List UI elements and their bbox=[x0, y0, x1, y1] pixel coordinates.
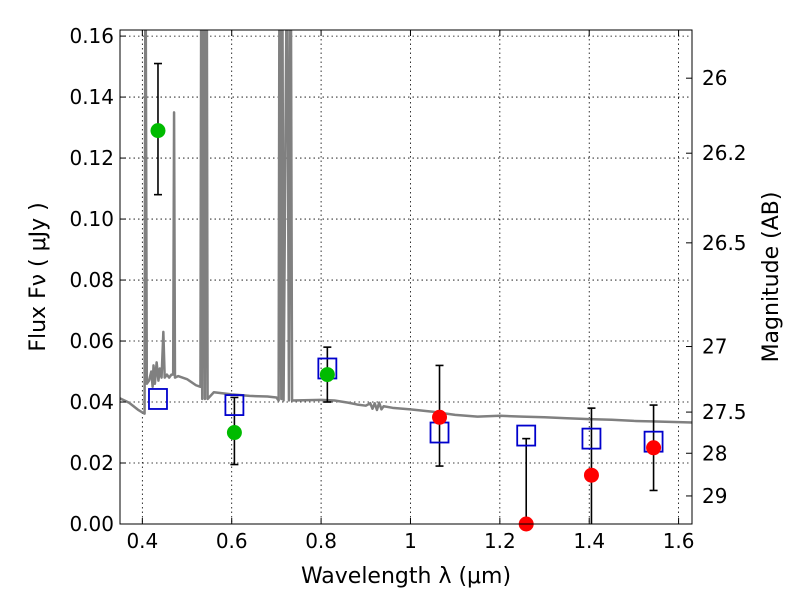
model-photometry-square bbox=[516, 424, 537, 447]
model-photometry-square bbox=[148, 388, 168, 410]
y2-tick-label: 27 bbox=[702, 335, 727, 359]
y2-tick-label: 26 bbox=[702, 66, 727, 90]
plot-area bbox=[120, 30, 692, 424]
y-tick-label: 0.02 bbox=[69, 451, 114, 475]
axes: 0.4 0.6 0.8 1 1.2 1.4 1.6 0.00 0.02 0.04 0.06 0.08 0… bbox=[69, 24, 746, 553]
x-tick-label: 1.6 bbox=[663, 529, 695, 553]
observed-point bbox=[319, 367, 335, 383]
y-tick-label: 0.08 bbox=[69, 268, 114, 292]
y-tick-label: 0.12 bbox=[69, 146, 114, 170]
y2-tick-label: 28 bbox=[702, 441, 727, 465]
y-tick-label: 0.06 bbox=[69, 329, 114, 353]
y-tick-label: 0.14 bbox=[69, 85, 114, 109]
y-tick-label: 0.10 bbox=[69, 207, 114, 231]
data-markers bbox=[148, 62, 664, 532]
x-tick-label: 1.2 bbox=[484, 529, 516, 553]
y2-axis-title: Magnitude (AB) bbox=[759, 192, 784, 363]
y2-tick-label: 29 bbox=[702, 484, 727, 508]
x-tick-label: 1 bbox=[404, 529, 417, 553]
y-tick-label: 0.00 bbox=[69, 512, 114, 536]
y2-tick-label: 26.5 bbox=[702, 231, 747, 255]
x-tick-label: 0.6 bbox=[216, 529, 248, 553]
y2-tick-label: 27.5 bbox=[702, 400, 747, 424]
x-tick-label: 0.4 bbox=[126, 529, 158, 553]
observed-point bbox=[226, 425, 242, 441]
model-photometry-square bbox=[224, 394, 245, 416]
x-tick-label: 1.4 bbox=[573, 529, 605, 553]
y2-tick-label: 26.2 bbox=[702, 141, 747, 165]
x-axis-title: Wavelength λ (μm) bbox=[301, 564, 511, 589]
x-tick-label: 0.8 bbox=[305, 529, 337, 553]
model-photometry-square bbox=[581, 427, 602, 450]
y-tick-label: 0.16 bbox=[69, 24, 114, 48]
observed-point bbox=[432, 409, 448, 425]
y-tick-label: 0.04 bbox=[69, 390, 114, 414]
observed-point bbox=[583, 467, 599, 483]
plot-frame bbox=[119, 29, 693, 525]
observed-point bbox=[150, 123, 166, 139]
model-spectrum-line bbox=[120, 30, 692, 424]
observed-point bbox=[646, 440, 662, 456]
y-axis-title: Flux Fν ( μJy ) bbox=[26, 202, 51, 351]
